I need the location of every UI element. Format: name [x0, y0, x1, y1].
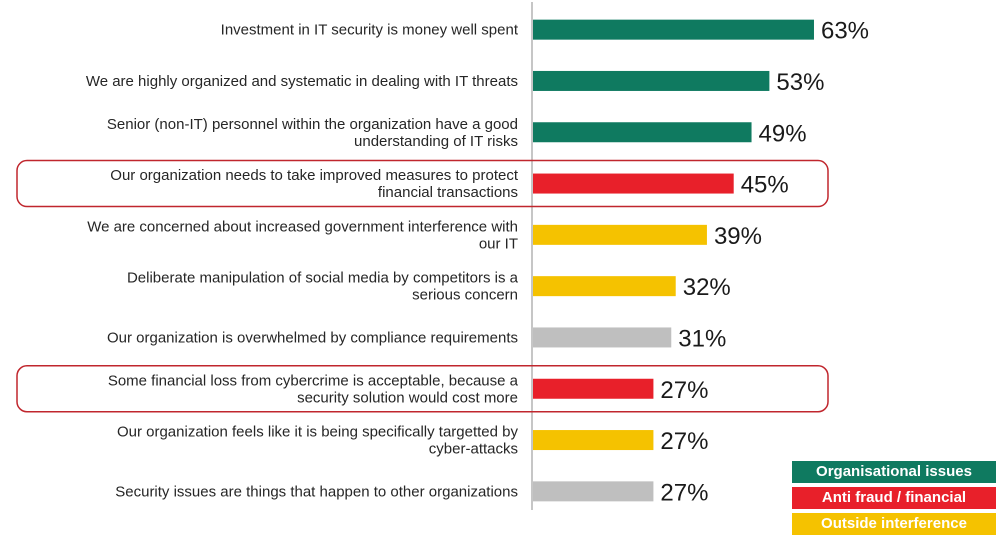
category-label: Senior (non-IT) personnel within the org… — [107, 116, 518, 150]
category-label: Our organization needs to take improved … — [110, 167, 519, 201]
value-label: 49% — [759, 120, 807, 147]
bar — [533, 430, 654, 451]
category-label: We are highly organized and systematic i… — [86, 73, 518, 90]
category-label: Some financial loss from cybercrime is a… — [108, 372, 519, 406]
bar — [533, 481, 654, 502]
bar — [533, 224, 707, 245]
bar — [533, 122, 752, 143]
category-label: Deliberate manipulation of social media … — [127, 270, 519, 304]
bar — [533, 19, 814, 40]
value-label: 32% — [683, 274, 731, 301]
highlight-frame — [16, 159, 829, 208]
bar — [533, 173, 734, 194]
value-label: 39% — [714, 223, 762, 250]
bar — [533, 378, 654, 399]
value-label: 27% — [660, 479, 708, 506]
legend: Organisational issues Anti fraud / finan… — [792, 461, 996, 539]
category-label: Security issues are things that happen t… — [115, 483, 518, 500]
bar — [533, 327, 672, 348]
bar — [533, 70, 770, 91]
value-label: 27% — [660, 428, 708, 455]
category-label: We are concerned about increased governm… — [87, 218, 518, 252]
value-label: 45% — [741, 172, 789, 199]
legend-item-financial: Anti fraud / financial — [792, 487, 996, 509]
legend-item-outside: Outside interference — [792, 513, 996, 535]
category-label: Investment in IT security is money well … — [221, 22, 519, 39]
bar — [533, 276, 676, 297]
value-label: 27% — [660, 377, 708, 404]
category-label: Our organization is overwhelmed by compl… — [107, 329, 518, 346]
value-label: 63% — [821, 18, 869, 45]
value-label: 31% — [678, 325, 726, 352]
legend-item-organisational: Organisational issues — [792, 461, 996, 483]
highlight-frame — [16, 365, 829, 413]
value-label: 53% — [776, 69, 824, 96]
category-label: Our organization feels like it is being … — [117, 424, 519, 458]
